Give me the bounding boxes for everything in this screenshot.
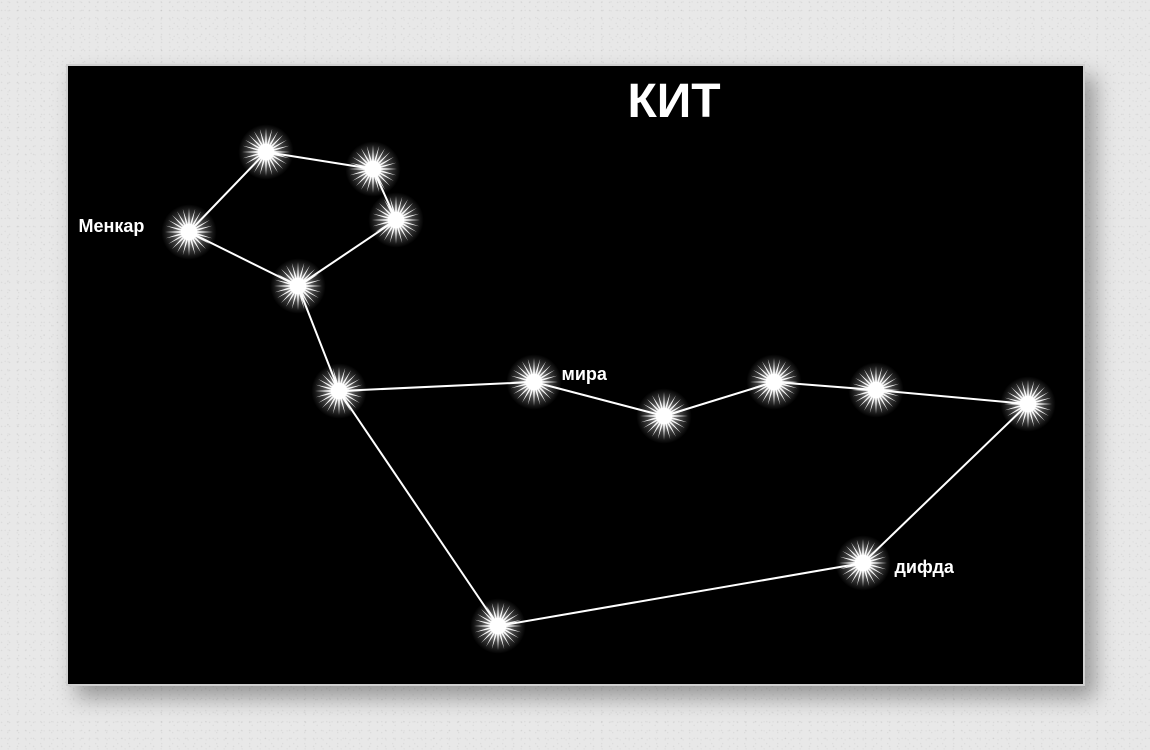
- star-label: мира: [562, 364, 607, 385]
- star-icon: [311, 363, 366, 418]
- constellation-title: КИТ: [628, 74, 721, 129]
- star-icon: [1000, 376, 1055, 431]
- edge: [339, 391, 498, 626]
- star-label: дифда: [895, 557, 954, 578]
- star-label: Менкар: [79, 216, 145, 237]
- star-icon: [835, 535, 890, 590]
- star-icon: [636, 388, 691, 443]
- star-icon: [746, 354, 801, 409]
- star-icon: [506, 354, 561, 409]
- edge: [339, 382, 534, 391]
- constellation-frame: КИТ Менкар мира дифда: [66, 64, 1085, 686]
- star-icon: [470, 598, 525, 653]
- star-icon: [270, 258, 325, 313]
- edge: [498, 563, 863, 626]
- star-icon: [345, 141, 400, 196]
- star-icon: [161, 204, 216, 259]
- star-icon: [238, 124, 293, 179]
- star-icon: [848, 362, 903, 417]
- star-icon: [368, 192, 423, 247]
- edge: [863, 404, 1028, 563]
